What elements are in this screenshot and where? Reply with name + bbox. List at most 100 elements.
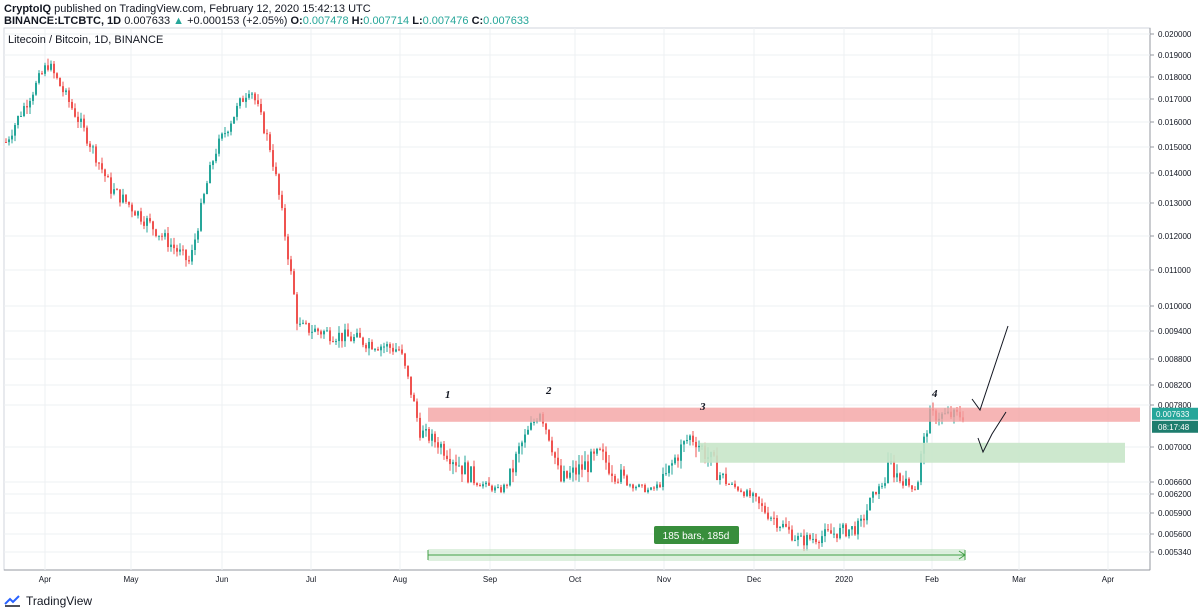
author-name[interactable]: CryptoIQ: [4, 3, 52, 15]
candle-body: [233, 116, 235, 124]
price-tick-label: 0.017000: [1158, 95, 1192, 104]
price-tick-label: 0.012000: [1158, 232, 1192, 241]
candle-body: [338, 332, 340, 342]
price-tick-label: 0.009400: [1158, 327, 1192, 336]
candle-body: [365, 344, 367, 349]
candle-body: [359, 332, 361, 338]
candle-body: [680, 444, 682, 461]
candle-body: [299, 323, 301, 325]
candle-body: [410, 376, 412, 395]
candle-body: [692, 435, 694, 442]
time-tick-label: Nov: [657, 575, 671, 584]
candle-body: [434, 433, 436, 443]
candle-body: [566, 471, 568, 478]
candle-body: [659, 484, 661, 488]
countdown-text: 08:17:48: [1158, 423, 1190, 432]
candle-body: [272, 150, 274, 167]
candle-body: [368, 341, 370, 349]
candle-body: [386, 344, 388, 347]
projection-path-up[interactable]: [971, 325, 1009, 412]
candle-body: [671, 463, 673, 466]
candle-body: [896, 473, 898, 478]
projection-path-retest[interactable]: [977, 411, 1007, 454]
candle-body: [485, 482, 487, 485]
candle-body: [398, 349, 400, 351]
candle-body: [371, 341, 373, 350]
candle-body: [797, 536, 799, 540]
candle-body: [296, 294, 298, 324]
candle-body: [866, 510, 868, 521]
candle-body: [134, 211, 136, 216]
candle-body: [845, 524, 847, 537]
candle-body: [743, 491, 745, 496]
candle-body: [104, 169, 106, 177]
price-tick-label: 0.008200: [1158, 381, 1192, 390]
candle-body: [188, 260, 190, 262]
candle-body: [344, 329, 346, 342]
time-tick-label: Jul: [306, 575, 316, 584]
candle-body: [341, 332, 343, 342]
peak-label: 3: [699, 401, 706, 413]
candle-body: [329, 330, 331, 342]
tradingview-footer[interactable]: TradingView: [4, 594, 92, 608]
candle-body: [8, 139, 10, 143]
candle-body: [290, 259, 292, 272]
candle-body: [44, 65, 46, 74]
candle-body: [23, 106, 25, 116]
candle-body: [335, 341, 337, 343]
ohlc-line: BINANCE:LTCBTC, 1D 0.007633 ▲ +0.000153 …: [4, 15, 529, 27]
candle-body: [764, 505, 766, 513]
candle-body: [698, 445, 700, 448]
candle-body: [776, 518, 778, 528]
candle-body: [308, 323, 310, 333]
last-price: 0.007633: [124, 15, 171, 27]
time-tick-label: Apr: [39, 575, 52, 584]
candle-body: [515, 453, 517, 473]
price-tick-label: 0.013000: [1158, 199, 1192, 208]
candle-body: [449, 459, 451, 465]
candle-body: [578, 464, 580, 475]
candle-body: [47, 65, 49, 70]
candle-body: [761, 503, 763, 506]
candle-body: [824, 529, 826, 537]
candle-body: [872, 491, 874, 498]
candle-body: [56, 73, 58, 78]
symbol-label: BINANCE:LTCBTC, 1D: [4, 15, 122, 27]
candle-body: [752, 493, 754, 497]
candle-body: [20, 115, 22, 117]
candle-body: [416, 401, 418, 418]
candle-body: [875, 491, 877, 495]
candle-body: [29, 100, 31, 108]
candle-body: [437, 442, 439, 448]
candle-body: [92, 146, 94, 148]
candle-body: [413, 394, 415, 402]
candle-body: [191, 249, 193, 262]
resistance-zone[interactable]: [428, 407, 1140, 422]
candle-body: [833, 533, 835, 535]
candle-body: [587, 461, 589, 473]
candle-body: [170, 244, 172, 248]
plot-area[interactable]: [3, 27, 1151, 571]
candle-body: [575, 467, 577, 475]
price-tick-label: 0.006200: [1158, 490, 1192, 499]
candle-body: [506, 484, 508, 486]
candle-body: [674, 457, 676, 464]
candle-body: [284, 208, 286, 237]
candle-body: [395, 349, 397, 352]
candle-body: [512, 468, 514, 473]
candle-body: [197, 230, 199, 240]
candle-body: [446, 455, 448, 460]
candle-body: [401, 349, 403, 354]
candle-body: [758, 496, 760, 504]
candle-body: [491, 485, 493, 491]
candle-body: [794, 539, 796, 541]
support-zone[interactable]: [700, 442, 1125, 463]
time-tick-label: Mar: [1012, 575, 1026, 584]
candle-body: [152, 221, 154, 230]
candle-body: [440, 443, 442, 448]
candle-body: [101, 163, 103, 170]
peak-label: 1: [445, 389, 451, 401]
candle-body: [623, 469, 625, 476]
candle-body: [32, 94, 34, 101]
